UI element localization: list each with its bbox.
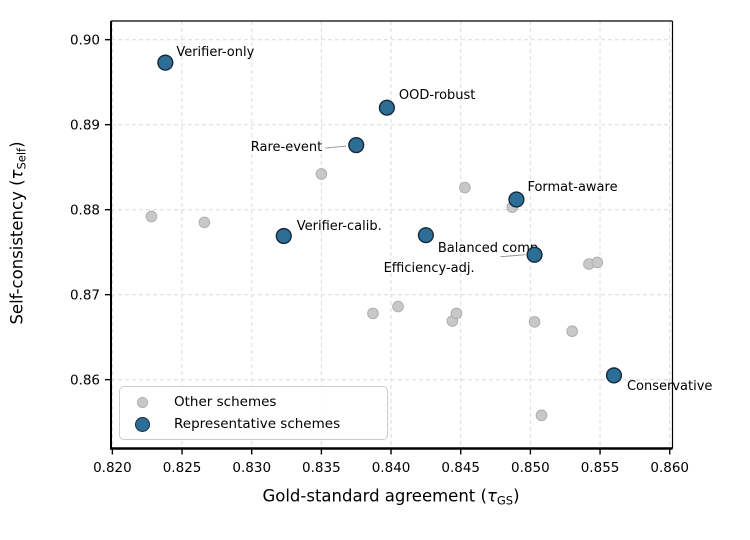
x-axis-label-close: )	[513, 487, 519, 506]
y-tick-label: 0.88	[70, 202, 100, 218]
other-scheme-point	[529, 317, 540, 328]
y-axis-label-text: Self-consistency (	[8, 179, 27, 324]
tau-symbol: τ	[8, 170, 27, 180]
other-scheme-point	[316, 169, 327, 180]
legend-entry-representative-schemes: Representative schemes	[132, 413, 375, 435]
other-scheme-point	[460, 182, 471, 193]
tau-symbol: τ	[487, 487, 497, 506]
other-scheme-point	[507, 202, 518, 213]
y-tick-label: 0.87	[70, 287, 100, 303]
x-axis-label-subscript: GS	[497, 494, 513, 508]
annotation-leader-line	[325, 146, 346, 148]
legend-marker-cell	[132, 417, 152, 432]
x-tick-label: 0.860	[650, 460, 689, 476]
x-tick-label: 0.835	[302, 460, 341, 476]
x-tick-label: 0.845	[441, 460, 480, 476]
other-scheme-point	[199, 217, 210, 228]
x-tick-label: 0.825	[163, 460, 202, 476]
legend-label-representative-schemes: Representative schemes	[174, 416, 340, 432]
x-tick-label: 0.850	[511, 460, 550, 476]
x-axis-label: Gold-standard agreement (τGS)	[262, 487, 519, 506]
x-tick-label: 0.830	[232, 460, 271, 476]
legend-label-other-schemes: Other schemes	[174, 394, 276, 410]
plot-canvas: 0.820 0.825 0.830 0.835 0.840 0.845 0.850 0.855…	[0, 0, 750, 540]
y-axis-label-subscript: Self	[15, 148, 29, 170]
other-scheme-point	[592, 257, 603, 268]
y-axis-label: Self-consistency (τSelf)	[8, 141, 27, 324]
x-axis-label-text: Gold-standard agreement (	[262, 487, 486, 506]
x-tick-label: 0.855	[581, 460, 620, 476]
annotation-leader-line	[501, 255, 526, 257]
x-tick-label: 0.840	[372, 460, 411, 476]
scatter-figure: 0.820 0.825 0.830 0.835 0.840 0.845 0.850 0.855…	[0, 0, 750, 540]
legend: Other schemes Representative schemes	[119, 386, 388, 440]
other-scheme-point	[368, 308, 379, 319]
other-scheme-point	[451, 308, 462, 319]
other-scheme-point	[536, 410, 547, 421]
representative-schemes-marker-icon	[135, 417, 150, 432]
legend-entry-other-schemes: Other schemes	[132, 391, 375, 413]
other-schemes-marker-icon	[137, 397, 148, 408]
y-tick-label: 0.89	[70, 117, 100, 133]
legend-marker-cell	[132, 397, 152, 408]
x-tick-label: 0.820	[93, 460, 132, 476]
other-scheme-point	[146, 211, 157, 222]
other-scheme-point	[393, 301, 404, 312]
y-tick-label: 0.86	[70, 372, 100, 388]
y-tick-label: 0.90	[70, 32, 100, 48]
other-scheme-point	[567, 326, 578, 337]
